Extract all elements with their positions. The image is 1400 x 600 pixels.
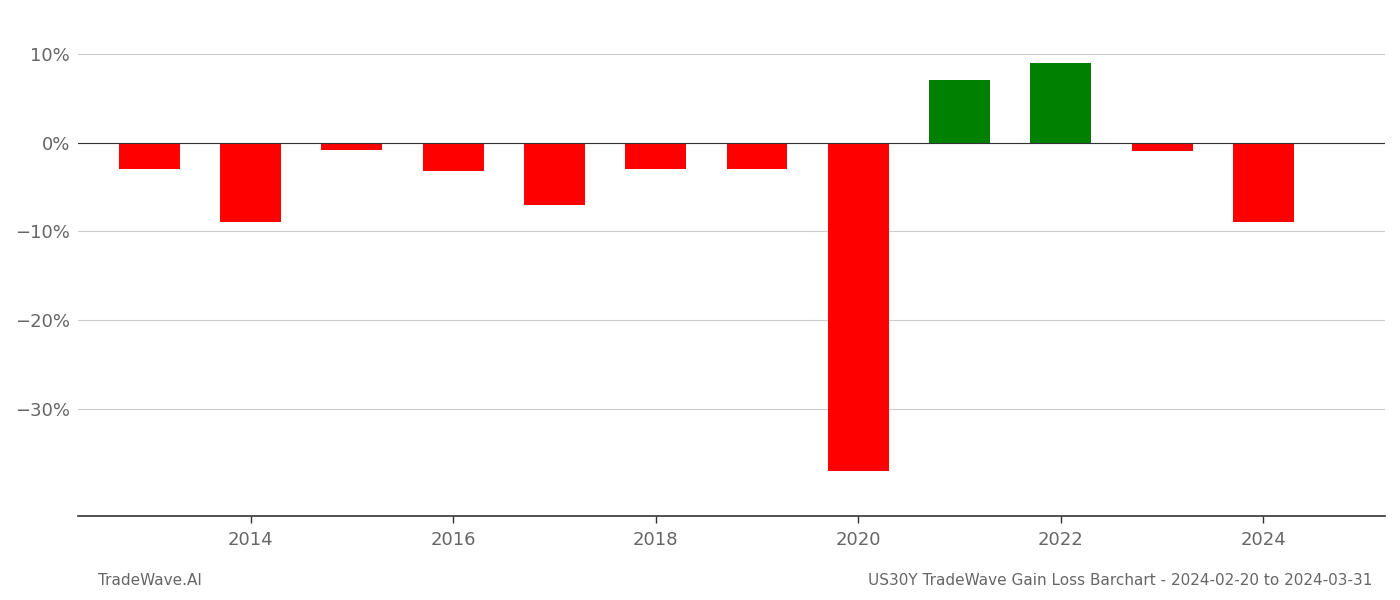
Bar (1233, 143, 1294, 223)
Bar (626, 143, 686, 169)
Bar (119, 143, 179, 169)
Bar (220, 143, 281, 223)
Bar (1131, 143, 1193, 151)
Text: US30Y TradeWave Gain Loss Barchart - 2024-02-20 to 2024-03-31: US30Y TradeWave Gain Loss Barchart - 202… (868, 573, 1372, 588)
Bar (930, 80, 990, 143)
Bar (727, 143, 787, 169)
Bar (827, 143, 889, 471)
Bar (423, 143, 483, 171)
Bar (1030, 62, 1091, 143)
Text: TradeWave.AI: TradeWave.AI (98, 573, 202, 588)
Bar (524, 143, 585, 205)
Bar (322, 143, 382, 149)
